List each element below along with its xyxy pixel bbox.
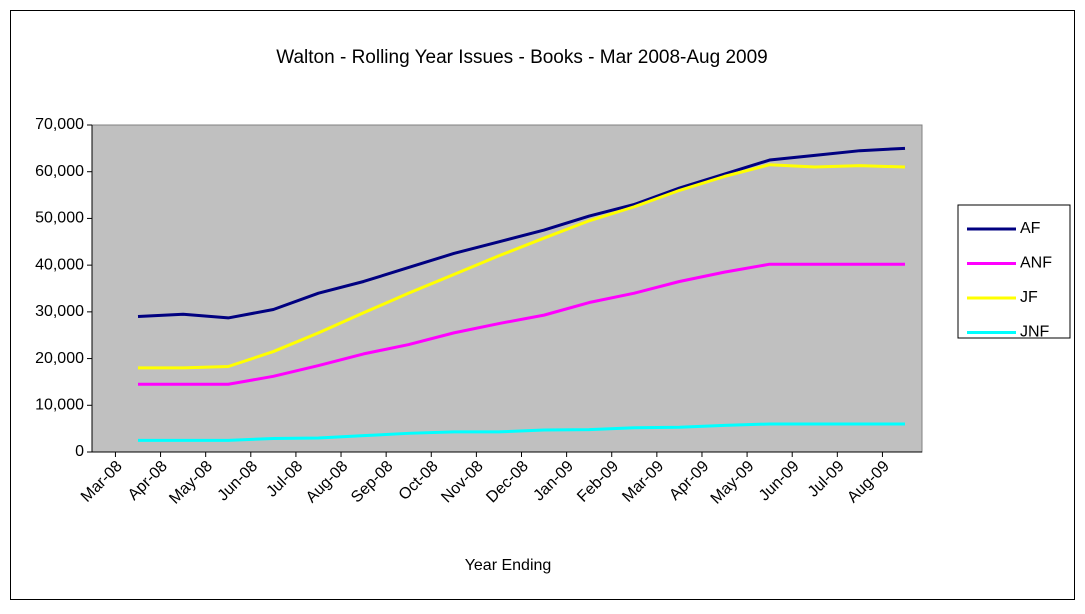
y-tick-label: 10,000: [35, 397, 84, 414]
legend-box: [957, 204, 1071, 339]
series-line: [138, 163, 906, 370]
series-line: [138, 422, 905, 442]
y-tick-label: 0: [75, 443, 84, 460]
legend-label: JF: [1020, 289, 1038, 306]
plot-area: [91, 124, 923, 453]
y-tick-label: 50,000: [35, 210, 84, 227]
legend-label: JNF: [1020, 324, 1050, 341]
series-line: [137, 146, 906, 320]
series-line: [138, 262, 905, 386]
y-tick-label: 40,000: [35, 256, 84, 273]
legend-label: ANF: [1020, 255, 1052, 272]
y-tick-label: 70,000: [35, 116, 84, 133]
y-tick-label: 20,000: [35, 350, 84, 367]
legend-label: AF: [1020, 220, 1041, 237]
x-axis-label: Year Ending: [465, 557, 552, 574]
y-tick-label: 60,000: [35, 163, 84, 180]
chart-title: Walton - Rolling Year Issues - Books - M…: [276, 47, 767, 68]
y-tick-label: 30,000: [35, 303, 84, 320]
